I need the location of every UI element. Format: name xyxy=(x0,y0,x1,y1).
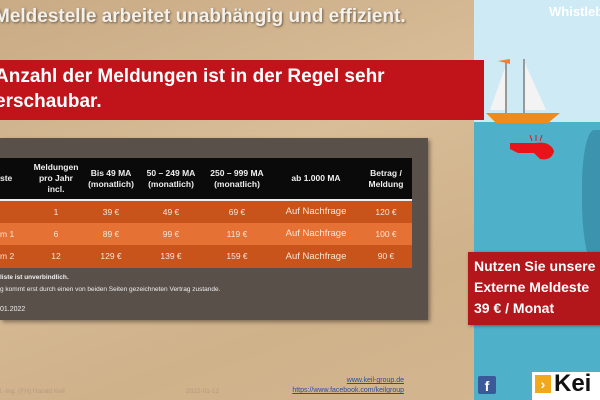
cell: 49 € xyxy=(140,200,202,223)
header-tier2: 50 – 249 MA (monatlich) xyxy=(140,158,202,201)
footer-date: 2022-01-12 xyxy=(186,388,220,395)
cell: Auf Nachfrage xyxy=(272,222,360,245)
header-tier1: Bis 49 MA (monatlich) xyxy=(82,158,140,201)
slide-title: Meldestelle arbeitet unabhängig und effi… xyxy=(0,6,406,27)
price-table-panel: ste Meldungen pro Jahr incl. Bis 49 MA (… xyxy=(0,138,428,320)
cell: m 1 xyxy=(0,222,30,245)
cell: 12 xyxy=(30,245,82,268)
note-1: liste ist unverbindlich. xyxy=(0,274,69,281)
keil-logo: › Kei xyxy=(532,370,600,400)
cliff xyxy=(582,130,600,270)
sailboat-icon xyxy=(486,59,560,123)
cell: 99 € xyxy=(140,222,202,245)
header-package: ste xyxy=(0,158,30,201)
table-notes: liste ist unverbindlich. g kommt erst du… xyxy=(0,272,220,296)
cell: 6 xyxy=(30,222,82,245)
price-table: ste Meldungen pro Jahr incl. Bis 49 MA (… xyxy=(0,158,412,268)
chevron-logo-icon: › xyxy=(535,375,551,393)
side-title: Whistleb xyxy=(549,4,600,19)
note-2: g kommt erst durch einen von beiden Seit… xyxy=(0,286,221,293)
cell: 39 € xyxy=(82,200,140,223)
cell: 120 € xyxy=(360,200,412,223)
logo-text: Kei xyxy=(554,370,592,397)
banner-line-2: erschaubar. xyxy=(0,91,102,112)
cell: 119 € xyxy=(202,222,272,245)
table-row: 1 39 €49 €69 € Auf Nachfrage 120 € xyxy=(0,200,412,223)
website-link[interactable]: www.keil-group.de xyxy=(346,377,404,384)
table-row: m 2 12 129 €139 €159 € Auf Nachfrage 90 € xyxy=(0,245,412,268)
cell: 129 € xyxy=(82,245,140,268)
banner-line-1: Anzahl der Meldungen ist in der Regel se… xyxy=(0,66,385,87)
illustration-panel: Whistleb xyxy=(474,0,600,400)
headline-banner: Anzahl der Meldungen ist in der Regel se… xyxy=(0,60,484,120)
header-tier3: 250 – 999 MA (monatlich) xyxy=(202,158,272,201)
cell xyxy=(0,200,30,223)
cta-box: Nutzen Sie unsere Externe Meldeste 39 € … xyxy=(468,252,600,325)
cell: 69 € xyxy=(202,200,272,223)
cell: m 2 xyxy=(0,245,30,268)
cell: 139 € xyxy=(140,245,202,268)
footer-author: l.-Ing. (FH) Harald Keil xyxy=(0,388,65,395)
facebook-link[interactable]: https://www.facebook.com/keilgroup xyxy=(292,387,404,394)
cell: Auf Nachfrage xyxy=(272,200,360,223)
table-header: ste Meldungen pro Jahr incl. Bis 49 MA (… xyxy=(0,158,412,201)
cell: 90 € xyxy=(360,245,412,268)
cta-line-1: Nutzen Sie unsere xyxy=(474,258,596,274)
cell: 100 € xyxy=(360,222,412,245)
price-date: 01.2022 xyxy=(0,306,26,313)
cta-line-2: Externe Meldeste xyxy=(474,279,590,295)
cell: 89 € xyxy=(82,222,140,245)
whistle-icon xyxy=(510,135,554,160)
header-per-report: Betrag / Meldung xyxy=(360,158,412,201)
header-tier4: ab 1.000 MA xyxy=(272,158,360,201)
facebook-icon[interactable]: f xyxy=(478,376,496,394)
table-row: m 1 6 89 €99 €119 € Auf Nachfrage 100 € xyxy=(0,222,412,245)
cell: 1 xyxy=(30,200,82,223)
header-reports: Meldungen pro Jahr incl. xyxy=(30,158,82,201)
cell: Auf Nachfrage xyxy=(272,245,360,268)
footer-links: www.keil-group.de https://www.facebook.c… xyxy=(292,376,404,396)
cta-price: 39 € / Monat xyxy=(474,300,555,316)
cell: 159 € xyxy=(202,245,272,268)
